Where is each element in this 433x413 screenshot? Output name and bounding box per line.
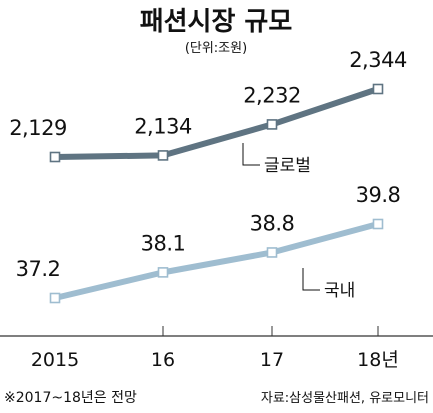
x-tick-label: 2015 [31, 349, 79, 371]
x-tick-label: 18년 [357, 349, 399, 371]
legend-leader-domestic [302, 268, 320, 291]
series-global: 2,129 2,134 2,232 2,344 [9, 48, 407, 163]
data-label: 39.8 [356, 183, 401, 207]
data-label: 2,232 [243, 83, 301, 107]
data-point-marker [157, 150, 169, 161]
data-label: 2,344 [349, 48, 407, 72]
legend-leader-global [242, 143, 260, 166]
legend-label-domestic: 국내 [324, 281, 355, 301]
x-tick-label: 17 [260, 349, 284, 371]
series-domestic: 37.2 38.1 38.8 39.8 [16, 183, 401, 304]
series-line [54, 221, 379, 301]
data-label: 38.8 [250, 211, 295, 235]
data-label: 38.1 [141, 231, 186, 255]
source-credit: 자료:삼성물산패션, 유로모니터 [261, 391, 429, 406]
data-label: 2,134 [134, 114, 192, 138]
chart-unit: (단위:조원) [185, 41, 247, 56]
data-label: 37.2 [16, 257, 61, 281]
x-tick-labels: 2015 16 17 18년 [31, 349, 399, 371]
legend-label-global: 글로벌 [264, 156, 311, 176]
vertical-guides [162, 326, 379, 336]
data-point-marker [372, 218, 384, 230]
data-point-marker [49, 151, 61, 163]
forecast-note: ※2017~18년은 전망 [4, 390, 137, 406]
chart-title: 패션시장 규모 [140, 7, 293, 37]
data-point-marker [266, 247, 278, 258]
data-point-marker [266, 119, 278, 130]
data-point-marker [49, 292, 61, 304]
x-tick-label: 16 [151, 349, 175, 371]
data-label: 2,129 [9, 116, 67, 140]
data-point-marker [372, 83, 384, 95]
data-point-marker [157, 267, 169, 278]
series-line [54, 86, 379, 160]
